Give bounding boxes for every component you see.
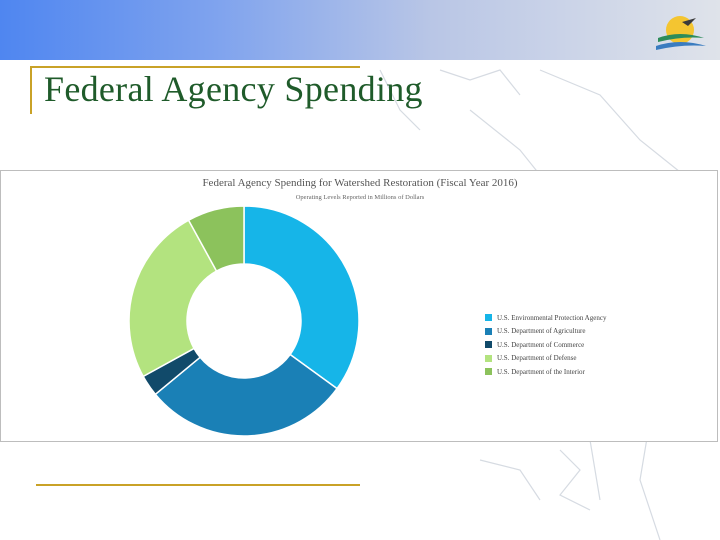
bay-program-logo-icon (656, 16, 706, 50)
legend-swatch-3 (485, 354, 492, 362)
title-rule-top (30, 66, 360, 68)
donut-slice-0 (243, 205, 360, 390)
slide-title: Federal Agency Spending (44, 69, 423, 109)
legend-label-3: U.S. Department of Defense (497, 354, 577, 363)
chart-panel: Federal Agency Spending for Watershed Re… (0, 170, 718, 442)
legend-swatch-2 (485, 341, 492, 349)
legend-item-4: U.S. Department of the Interior (485, 365, 606, 379)
header-band (0, 0, 720, 60)
chart-title: Federal Agency Spending for Watershed Re… (202, 177, 518, 189)
legend-label-2: U.S. Department of Commerce (497, 340, 585, 349)
donut-chart (128, 205, 360, 437)
legend-swatch-4 (485, 368, 492, 376)
legend-swatch-0 (485, 314, 492, 322)
bottom-rule (36, 484, 360, 486)
legend-item-3: U.S. Department of Defense (485, 352, 606, 366)
chart-subtitle: Operating Levels Reported in Millions of… (295, 194, 425, 201)
legend-label-0: U.S. Environmental Protection Agency (497, 313, 607, 322)
donut-slice-1 (154, 353, 339, 437)
legend-swatch-1 (485, 327, 492, 335)
donut-slice-3 (128, 219, 218, 378)
legend-label-1: U.S. Department of Agriculture (497, 327, 586, 336)
legend-label-4: U.S. Department of the Interior (497, 367, 585, 376)
donut-slice-4 (187, 205, 245, 273)
legend-item-1: U.S. Department of Agriculture (485, 325, 606, 339)
title-rule-left (30, 66, 32, 114)
legend-item-0: U.S. Environmental Protection Agency (485, 311, 606, 325)
legend-item-2: U.S. Department of Commerce (485, 338, 606, 352)
chart-legend: U.S. Environmental Protection Agency U.S.… (485, 311, 606, 379)
